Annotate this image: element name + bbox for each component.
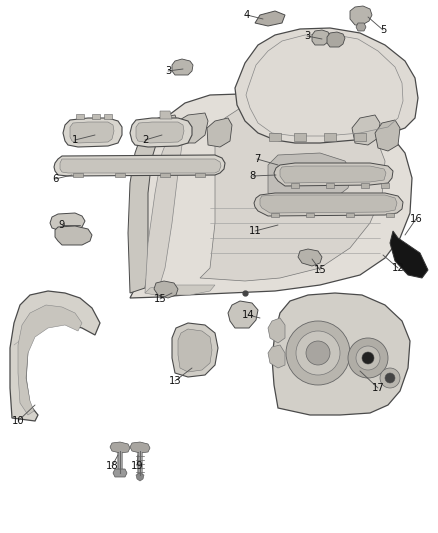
Polygon shape <box>92 114 100 119</box>
Polygon shape <box>160 111 172 119</box>
Polygon shape <box>178 329 212 372</box>
Polygon shape <box>63 118 122 147</box>
Text: 11: 11 <box>249 226 261 236</box>
Polygon shape <box>145 135 182 293</box>
Polygon shape <box>54 155 225 176</box>
Polygon shape <box>70 122 114 143</box>
Text: 19: 19 <box>131 461 143 471</box>
Text: 7: 7 <box>254 154 260 164</box>
Text: 16: 16 <box>410 214 422 224</box>
Text: 6: 6 <box>52 174 58 184</box>
Polygon shape <box>291 183 299 188</box>
Text: 2: 2 <box>142 135 148 145</box>
Polygon shape <box>269 133 281 141</box>
Polygon shape <box>255 11 285 26</box>
Polygon shape <box>73 173 83 177</box>
Circle shape <box>296 331 340 375</box>
Polygon shape <box>228 301 258 328</box>
Polygon shape <box>326 183 334 188</box>
Text: 14: 14 <box>242 310 254 320</box>
Polygon shape <box>148 115 178 145</box>
Polygon shape <box>55 226 92 245</box>
Polygon shape <box>298 249 322 266</box>
Polygon shape <box>178 113 208 143</box>
Polygon shape <box>130 442 150 453</box>
Text: 9: 9 <box>59 220 65 230</box>
Polygon shape <box>18 305 82 415</box>
Text: 12: 12 <box>392 263 404 273</box>
Polygon shape <box>50 213 85 230</box>
Polygon shape <box>268 318 285 343</box>
Text: 5: 5 <box>380 25 386 35</box>
Polygon shape <box>356 23 366 31</box>
Polygon shape <box>145 285 215 295</box>
Polygon shape <box>271 213 279 217</box>
Polygon shape <box>361 183 369 188</box>
Polygon shape <box>160 173 170 177</box>
Polygon shape <box>10 291 100 421</box>
Polygon shape <box>375 120 400 151</box>
Polygon shape <box>136 122 184 143</box>
Text: 15: 15 <box>154 294 166 304</box>
Polygon shape <box>346 213 354 217</box>
Polygon shape <box>280 166 386 183</box>
Text: 17: 17 <box>371 383 385 393</box>
Polygon shape <box>260 195 397 213</box>
Polygon shape <box>154 281 178 298</box>
Circle shape <box>380 368 400 388</box>
Polygon shape <box>268 153 352 201</box>
Polygon shape <box>274 163 393 186</box>
Circle shape <box>348 338 388 378</box>
Text: 18: 18 <box>106 461 118 471</box>
Polygon shape <box>312 30 330 45</box>
Polygon shape <box>268 345 285 368</box>
Text: 1: 1 <box>72 135 78 145</box>
Polygon shape <box>390 231 428 278</box>
Circle shape <box>362 352 374 364</box>
Polygon shape <box>200 101 385 281</box>
Polygon shape <box>352 115 380 145</box>
Polygon shape <box>113 469 127 477</box>
Polygon shape <box>386 213 394 217</box>
Polygon shape <box>128 121 158 293</box>
Polygon shape <box>306 213 314 217</box>
Circle shape <box>385 373 395 383</box>
Circle shape <box>286 321 350 385</box>
Polygon shape <box>327 32 345 47</box>
Polygon shape <box>294 133 306 141</box>
Polygon shape <box>254 193 403 216</box>
Text: 4: 4 <box>244 10 250 20</box>
Polygon shape <box>76 114 84 119</box>
Polygon shape <box>207 118 232 147</box>
Circle shape <box>306 341 330 365</box>
Polygon shape <box>110 442 130 453</box>
Polygon shape <box>115 173 125 177</box>
Text: 8: 8 <box>250 171 256 181</box>
Polygon shape <box>104 114 112 119</box>
Polygon shape <box>235 28 418 143</box>
Polygon shape <box>324 133 336 141</box>
Polygon shape <box>60 159 221 173</box>
Polygon shape <box>350 6 372 25</box>
Polygon shape <box>172 59 193 75</box>
Circle shape <box>356 346 380 370</box>
Polygon shape <box>272 293 410 415</box>
Polygon shape <box>136 473 144 481</box>
Polygon shape <box>130 93 412 298</box>
Polygon shape <box>130 118 192 147</box>
Polygon shape <box>381 183 389 188</box>
Polygon shape <box>354 133 366 141</box>
Text: 3: 3 <box>304 31 310 41</box>
Text: 15: 15 <box>314 265 326 275</box>
Text: 13: 13 <box>169 376 181 386</box>
Text: 3: 3 <box>165 66 171 76</box>
Polygon shape <box>172 323 218 377</box>
Text: 10: 10 <box>12 416 25 426</box>
Polygon shape <box>195 173 205 177</box>
